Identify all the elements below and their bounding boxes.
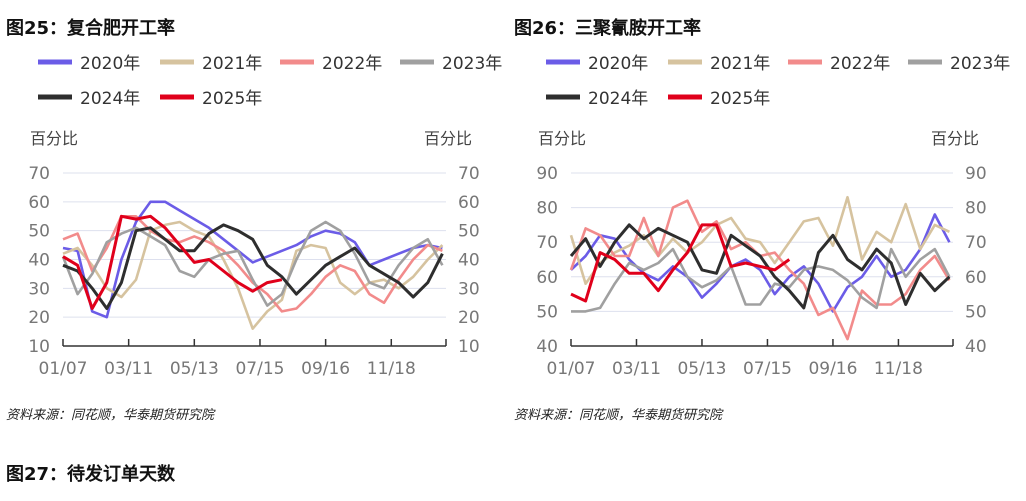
x-tick-label: 11/18 [874,359,923,379]
y-tick-left: 30 [28,279,50,299]
source-note-left: 资料来源：同花顺，华泰期货研究院 [6,408,215,423]
y-tick-right: 10 [458,337,480,357]
y-tick-right: 80 [965,199,987,219]
x-tick-label: 05/13 [677,359,726,379]
y-tick-left: 80 [536,199,558,219]
y-tick-left: 70 [28,164,50,184]
x-tick-label: 03/11 [104,359,153,379]
y-tick-right: 30 [458,279,480,299]
x-tick-label: 09/16 [808,359,857,379]
series-line-2024 [62,223,444,310]
legend-label: 2024年 [588,89,648,109]
y-tick-left: 50 [28,222,50,242]
y-tick-left: 60 [536,268,558,288]
x-tick-label: 03/11 [612,359,661,379]
series-line-2023 [571,247,951,313]
y-tick-right: 50 [965,302,987,322]
fig25-title: 图25：复合肥开工率 [6,18,176,39]
series-line-2024 [569,223,951,310]
y-axis-label-right: 百分比 [424,129,472,148]
y-tick-left: 40 [536,337,558,357]
y-tick-right: 40 [965,337,987,357]
x-tick-label: 07/15 [743,359,792,379]
y-axis-label-left: 百分比 [30,129,78,148]
legend-label: 2025年 [710,89,770,109]
fig26-title: 图26：三聚氰胺开工率 [514,18,702,39]
y-tick-left: 90 [536,164,558,184]
x-tick-label: 09/16 [301,359,350,379]
y-tick-right: 60 [458,193,480,213]
y-tick-left: 60 [28,193,50,213]
legend-label: 2023年 [950,54,1010,74]
x-tick-label: 01/07 [547,359,596,379]
legend-label: 2020年 [80,54,140,74]
legend-label: 2020年 [588,54,648,74]
series-line-2020 [62,200,443,319]
y-tick-right: 60 [965,268,987,288]
y-tick-left: 20 [28,308,50,328]
y-tick-right: 90 [965,164,987,184]
series-line-2023 [61,220,444,307]
legend-label: 2021年 [202,54,262,74]
x-tick-label: 11/18 [367,359,416,379]
series-line-2021 [62,220,444,331]
legend-label: 2024年 [80,89,140,109]
y-tick-right: 70 [965,233,987,253]
fig27-title: 图27：待发订单天数 [6,464,176,485]
legend-label: 2021年 [710,54,770,74]
y-tick-left: 50 [536,302,558,322]
x-tick-label: 07/15 [235,359,284,379]
y-tick-left: 70 [536,233,558,253]
y-tick-left: 40 [28,251,50,271]
y-axis-label-left: 百分比 [538,129,586,148]
source-note-right: 资料来源：同花顺，华泰期货研究院 [514,408,723,423]
y-tick-right: 40 [458,251,480,271]
series-line-2025 [570,223,791,303]
y-tick-right: 20 [458,308,480,328]
legend-label: 2022年 [322,54,382,74]
legend-label: 2022年 [830,54,890,74]
y-tick-left: 10 [28,337,50,357]
legend-label: 2023年 [442,54,502,74]
series-line-2025 [62,214,283,310]
y-tick-right: 50 [458,222,480,242]
y-axis-label-right: 百分比 [931,129,979,148]
x-tick-label: 05/13 [170,359,219,379]
x-tick-label: 01/07 [39,359,88,379]
y-tick-right: 70 [458,164,480,184]
legend-label: 2025年 [202,89,262,109]
